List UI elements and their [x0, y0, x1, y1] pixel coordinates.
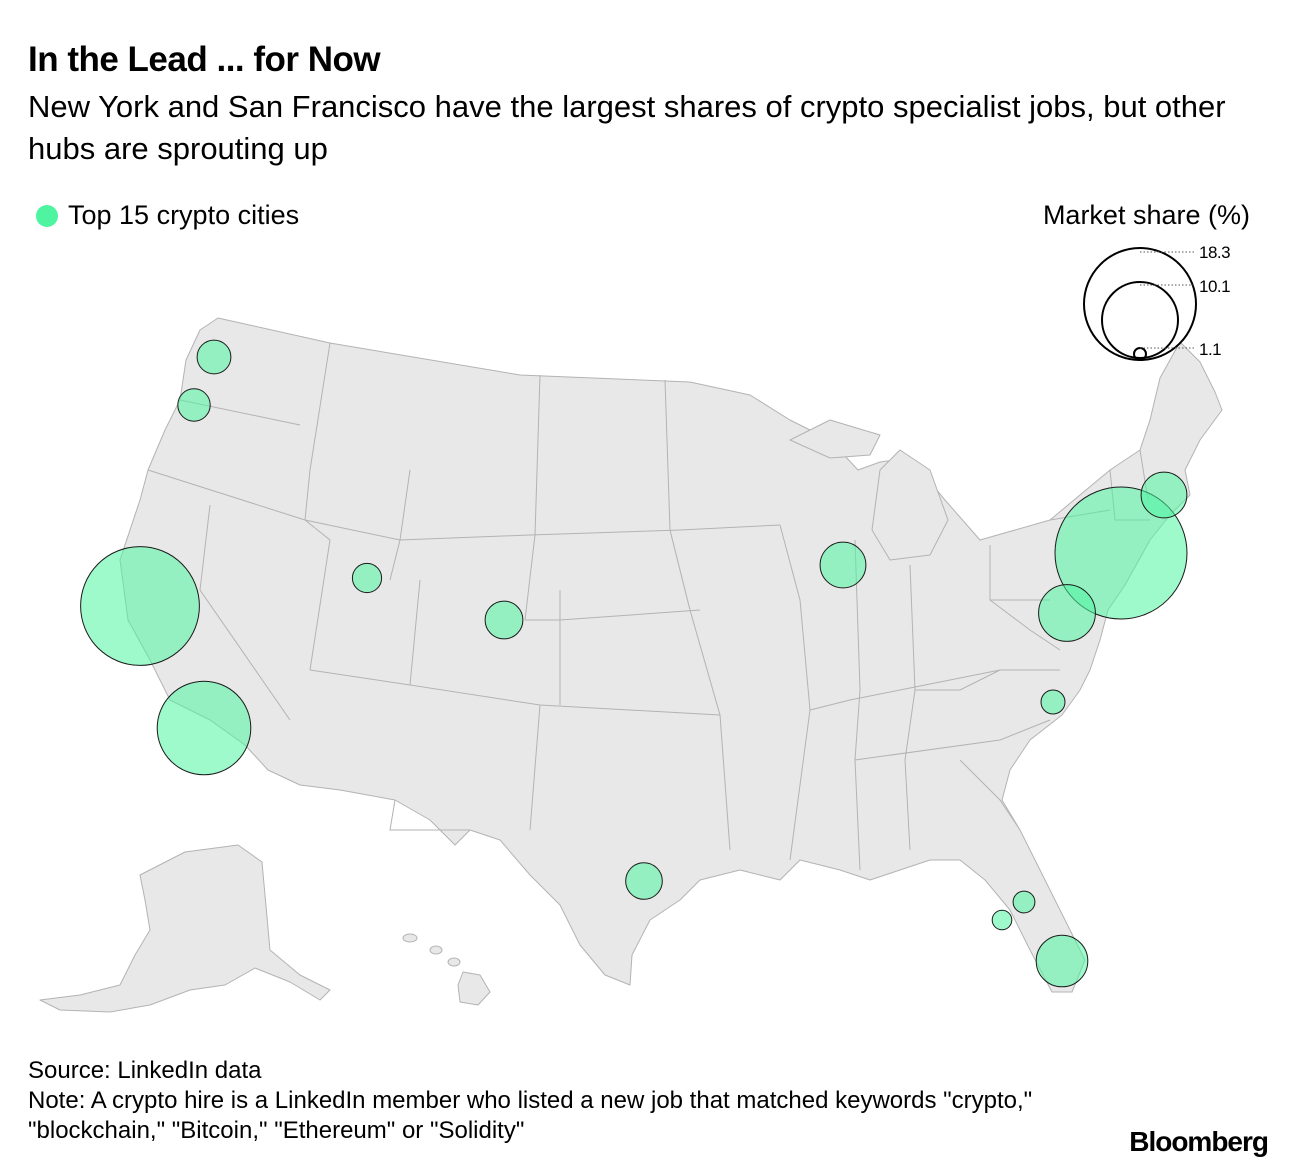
city-bubble	[1035, 934, 1089, 988]
hawaii-island-1	[402, 933, 418, 943]
size-key-label-small: 1.1	[1199, 340, 1221, 359]
city-bubble	[1140, 471, 1188, 519]
city-bubble	[1012, 890, 1036, 914]
state-shapes	[39, 317, 1223, 1013]
city-bubble	[484, 600, 524, 640]
size-key-label-large: 18.3	[1199, 243, 1230, 262]
note-line: Note: A crypto hire is a LinkedIn member…	[28, 1087, 1033, 1144]
hawaii-island-3	[447, 957, 461, 967]
legend-label: Top 15 crypto cities	[68, 200, 300, 230]
city-bubble	[1040, 689, 1066, 715]
contiguous-us-shape	[119, 317, 1223, 993]
city-bubble	[80, 546, 200, 666]
city-bubble	[1038, 584, 1096, 642]
source-line: Source: LinkedIn data	[28, 1057, 262, 1084]
size-legend-title: Market share (%)	[1042, 200, 1250, 230]
size-key-label-medium: 10.1	[1199, 277, 1230, 296]
legend-swatch	[36, 204, 58, 227]
city-bubble	[196, 339, 232, 375]
size-legend: 18.3 10.1 1.1	[1083, 243, 1231, 361]
city-bubble	[156, 680, 252, 776]
hawaii-island-2	[429, 945, 443, 955]
city-bubble	[991, 909, 1013, 931]
size-key-circle-medium	[1101, 281, 1179, 359]
hawaii-island-big	[457, 971, 491, 1006]
chart-title: In the Lead ... for Now	[28, 40, 381, 79]
city-bubble	[1054, 486, 1188, 620]
city-bubble	[819, 541, 867, 589]
chart-subtitle: New York and San Francisco have the larg…	[28, 89, 1226, 166]
michigan-shape	[871, 449, 949, 561]
bloomberg-logo: Bloomberg	[1129, 1126, 1269, 1157]
footer-notes: Source: LinkedIn data Note: A crypto hir…	[28, 1056, 1078, 1146]
michigan-upper-shape	[789, 419, 881, 459]
alaska-shape	[39, 844, 331, 1013]
city-bubble	[625, 862, 663, 900]
size-key-circle-large	[1083, 247, 1197, 361]
city-bubble	[177, 388, 211, 422]
city-bubble	[351, 562, 383, 594]
color-legend: Top 15 crypto cities	[36, 200, 299, 231]
city-bubbles	[80, 339, 1188, 988]
